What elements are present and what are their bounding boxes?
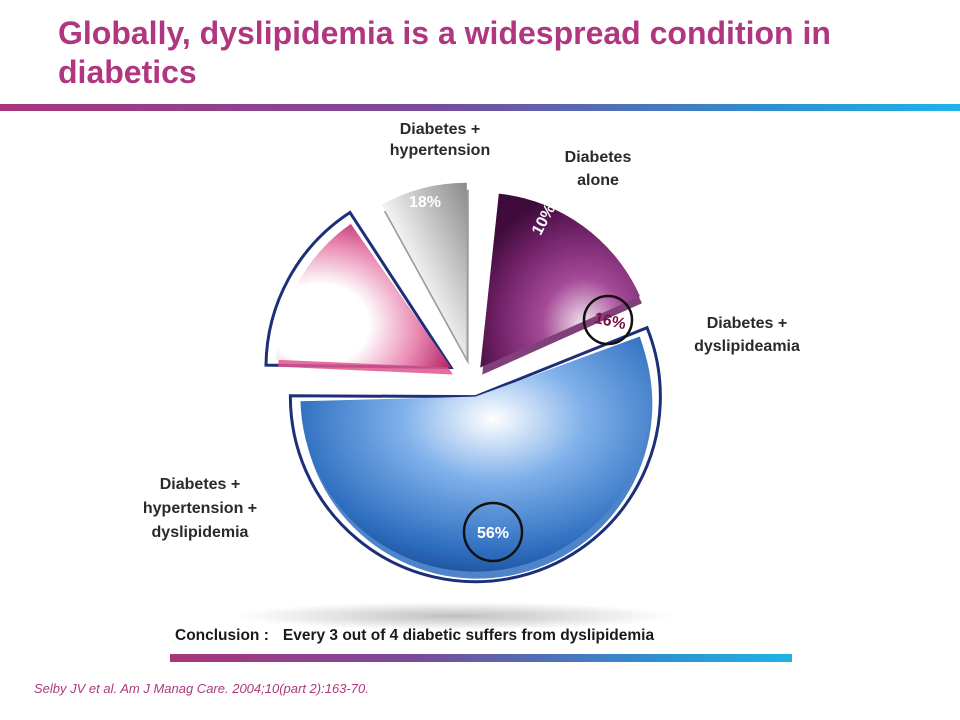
value-marker-0: 56% <box>462 501 524 563</box>
pie-chart-svg: Diabetes + hypertension + dyslipidemia D… <box>143 121 800 630</box>
slice-label-line: dyslipidemia <box>152 524 249 541</box>
value-circle <box>582 294 634 346</box>
pie-shadow <box>235 602 675 630</box>
citation: Selby JV et al. Am J Manag Care. 2004;10… <box>34 681 369 696</box>
conclusion-label: Conclusion : <box>175 627 269 644</box>
slice-label-line: hypertension <box>390 142 490 159</box>
value-marker-1: 18% <box>409 194 441 211</box>
pie-slice <box>300 336 651 572</box>
slice-label-line: Diabetes + <box>400 121 480 138</box>
slice-label-line: dyslipideamia <box>694 338 800 355</box>
value-label: 18% <box>409 194 441 211</box>
conclusion-divider <box>170 654 792 662</box>
slice-label-group-2: Diabetes alone <box>565 149 632 189</box>
slice-label-line: hypertension + <box>143 500 257 517</box>
slice-label-line: Diabetes + <box>707 315 787 332</box>
pie-slice <box>276 223 451 368</box>
conclusion-line: Conclusion : Every 3 out of 4 diabetic su… <box>175 627 654 645</box>
title-divider <box>0 104 960 111</box>
value-marker-3: 16% <box>582 294 634 346</box>
pie-slice <box>381 182 467 358</box>
slice-label-group-0: Diabetes + hypertension + dyslipidemia <box>143 476 257 541</box>
pie-slice <box>480 193 640 368</box>
value-label: 56% <box>477 525 509 542</box>
slide-title: Globally, dyslipidemia is a widespread c… <box>58 15 831 90</box>
slice-label-group-1: Diabetes + hypertension <box>390 121 490 159</box>
pie-chart: Diabetes + hypertension + dyslipidemia D… <box>125 121 800 654</box>
value-label: 16% <box>593 310 628 333</box>
pie-slices <box>264 182 662 584</box>
slice-label-line: Diabetes + <box>160 476 240 493</box>
slice-label-line: Diabetes <box>565 149 632 166</box>
value-circle <box>462 501 524 563</box>
conclusion-text: Every 3 out of 4 diabetic suffers from d… <box>282 627 655 644</box>
slice-label-group-3: Diabetes + dyslipideamia <box>694 315 800 355</box>
slice-label-line: alone <box>577 172 619 189</box>
